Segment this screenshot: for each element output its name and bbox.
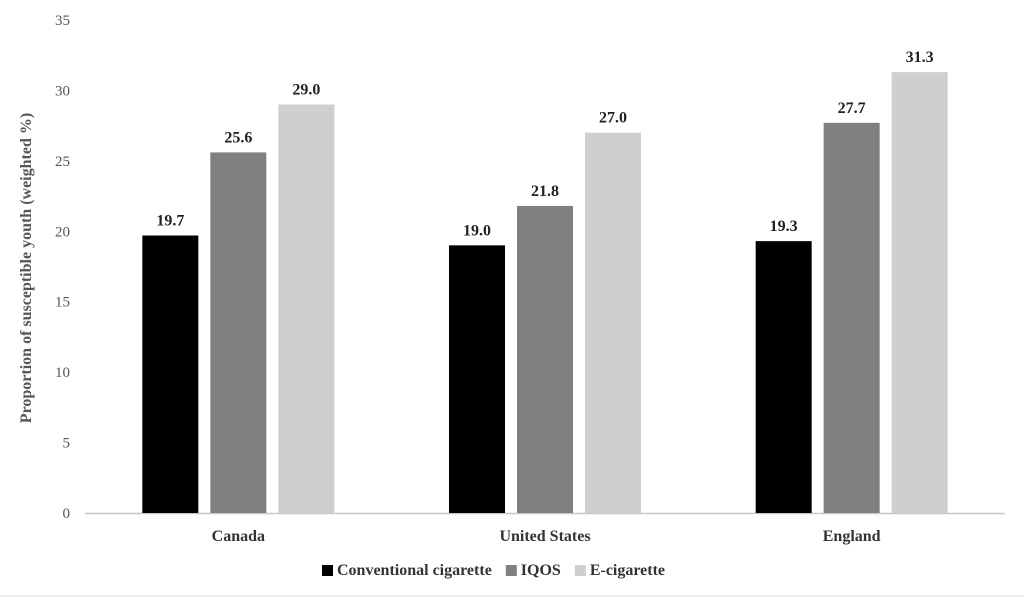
data-label: 29.0	[292, 82, 320, 99]
data-label: 27.0	[599, 110, 627, 127]
legend-swatch	[574, 565, 586, 576]
data-label: 19.0	[463, 222, 491, 239]
bar	[585, 132, 641, 513]
data-label: 19.3	[770, 218, 798, 235]
legend: Conventional cigarette IQOS E-cigarette	[322, 562, 665, 579]
legend-swatch	[505, 565, 517, 576]
data-label: 21.8	[531, 183, 559, 200]
y-tick-label: 10	[55, 365, 70, 381]
y-tick-label: 5	[63, 436, 71, 452]
data-label: 27.7	[838, 100, 866, 117]
legend-swatch	[322, 565, 333, 576]
bar	[278, 104, 335, 513]
category-labels: Canada United States England	[212, 528, 881, 545]
data-label: 19.7	[156, 213, 184, 230]
bar	[755, 241, 812, 513]
x-category-label: Canada	[212, 528, 265, 545]
y-tick-label: 35	[55, 13, 70, 29]
y-tick-label: 30	[55, 83, 70, 99]
y-tick-label: 20	[55, 224, 70, 240]
data-label: 25.6	[224, 129, 252, 146]
y-tick-label: 25	[55, 154, 70, 170]
y-axis-label: Proportion of susceptible youth (weighte…	[18, 113, 35, 423]
legend-label: Conventional cigarette	[337, 562, 492, 579]
data-label: 31.3	[906, 49, 934, 66]
x-category-label: England	[823, 528, 881, 545]
y-tick-label: 0	[63, 506, 71, 522]
bar	[142, 235, 199, 514]
bar	[823, 122, 880, 513]
x-category-label: United States	[499, 528, 590, 545]
bar	[449, 245, 505, 513]
bar	[210, 152, 267, 514]
legend-label: IQOS	[521, 562, 561, 579]
y-tick-label: 15	[55, 295, 70, 311]
bar	[517, 205, 573, 513]
y-axis-ticks: 0 5 10 15 20 25 30 35	[55, 13, 70, 522]
bar	[891, 72, 948, 514]
legend-label: E-cigarette	[590, 562, 665, 579]
bar-group: 19.7 25.6 29.0 19.0 21.8 27.0 19.3 27.7 31.3	[142, 49, 948, 514]
